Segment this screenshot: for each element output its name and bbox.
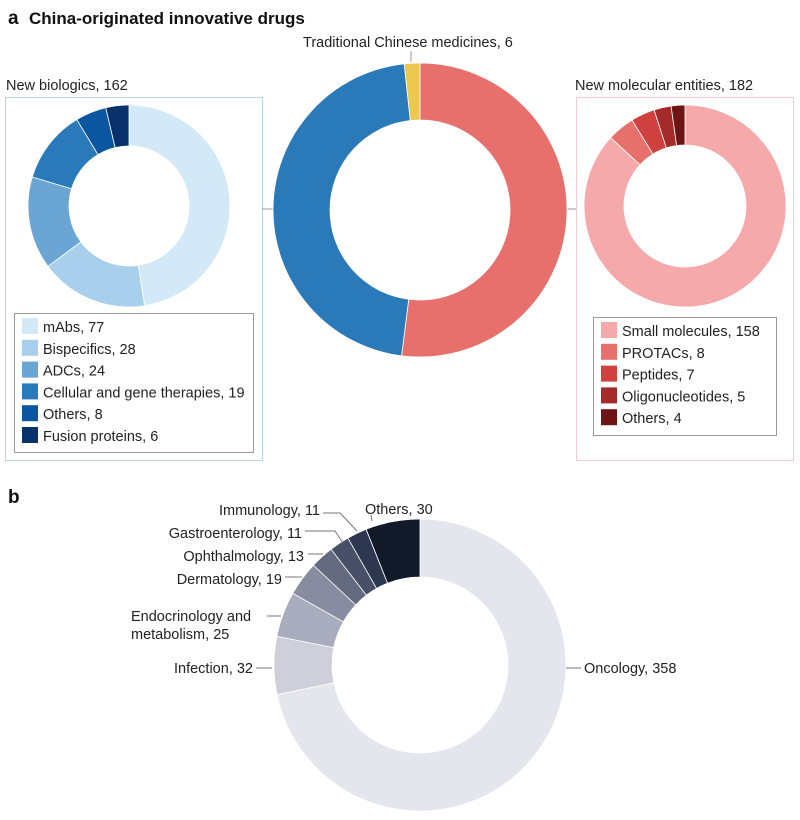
panel-a-title: China-originated innovative drugs: [29, 9, 305, 28]
label-endocrinology-line2: metabolism, 25: [131, 627, 229, 643]
biologics-slice-mabs: [128, 104, 231, 307]
biologics-legend-swatch: [22, 383, 38, 400]
main-slice-new-biologics: [272, 63, 411, 357]
biologics-legend-label: mAbs, 77: [43, 320, 104, 336]
nme-slice-others: [670, 104, 686, 147]
leader-gastro: [305, 530, 344, 544]
label-gastroenterology: Gastroenterology, 11: [169, 526, 302, 542]
nme-legend-label: Small molecules, 158: [622, 324, 760, 340]
biologics-legend-swatch: [22, 339, 38, 356]
areas-slice-oncology: [276, 518, 567, 812]
nme-legend-swatch: [601, 365, 617, 382]
biologics-title: New biologics, 162: [6, 78, 128, 94]
biologics-legend-label: Fusion proteins, 6: [43, 429, 158, 445]
biologics-legend-swatch: [22, 427, 38, 443]
biologics-legend-label: Others, 8: [43, 407, 103, 423]
main-slice-traditional-chinese-medicines: [403, 62, 421, 121]
nme-legend-swatch: [601, 387, 617, 404]
biologics-legend-swatch: [22, 405, 38, 422]
nme-slice-small-molecules: [583, 104, 787, 308]
nme-title: New molecular entities, 182: [575, 78, 753, 94]
biologics-legend-label: Bispecifics, 28: [43, 342, 136, 358]
biologics-legend-swatch: [22, 318, 38, 334]
panel-a-letter: a: [8, 8, 19, 29]
nme-legend-swatch: [601, 322, 617, 338]
label-oncology: Oncology, 358: [584, 661, 676, 677]
nme-legend-label: Others, 4: [622, 411, 682, 427]
label-ophthalmology: Ophthalmology, 13: [183, 549, 304, 565]
label-endocrinology: Endocrinology and: [131, 609, 251, 625]
panel-b-letter: b: [8, 487, 20, 508]
tcm-label: Traditional Chinese medicines, 6: [303, 35, 513, 51]
biologics-box: [5, 97, 263, 461]
label-immunology: Immunology, 11: [219, 503, 320, 519]
leader-immunology: [323, 512, 358, 532]
leader-lines: [256, 512, 581, 669]
biologics-legend-label: Cellular and gene therapies, 19: [43, 385, 245, 401]
main-slice-new-molecular-entities: [401, 62, 568, 358]
label-others: Others, 30: [365, 502, 433, 518]
areas-slice-others: [365, 518, 421, 584]
label-infection: Infection, 32: [174, 661, 253, 677]
biologics-slice-fusion-proteins: [105, 104, 130, 149]
nme-legend-swatch: [601, 409, 617, 426]
nme-box: [576, 97, 794, 461]
biologics-legend-swatch: [22, 361, 38, 378]
leader-others: [370, 514, 373, 522]
nme-legend-swatch: [601, 343, 617, 360]
nme-legend-box: [593, 317, 777, 436]
label-dermatology: Dermatology, 19: [177, 572, 282, 588]
biologics-legend-box: [14, 313, 254, 453]
nme-legend-label: Peptides, 7: [622, 368, 695, 384]
biologics-legend-label: ADCs, 24: [43, 364, 105, 380]
nme-legend-label: Oligonucleotides, 5: [622, 389, 745, 405]
nme-legend-label: PROTACs, 8: [622, 346, 705, 362]
